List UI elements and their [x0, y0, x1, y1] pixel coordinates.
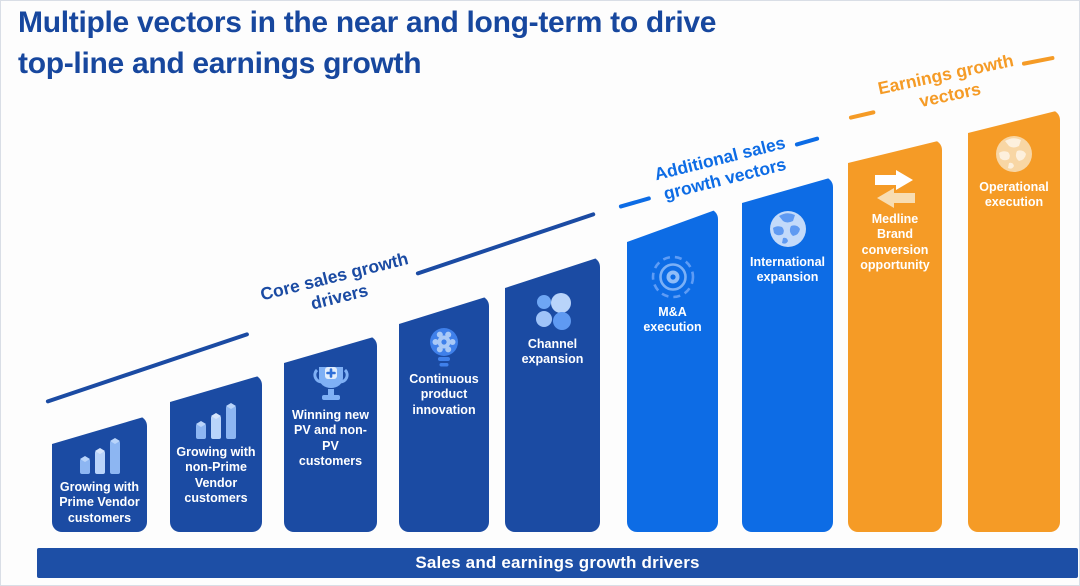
- trend-line-segment: [415, 211, 596, 276]
- globe-icon: [992, 132, 1036, 176]
- growth-bar-label: Medline Brand conversion opportunity: [860, 212, 930, 272]
- growth-bar-label: Growing with non-Prime Vendor customers: [176, 445, 256, 505]
- growth-bar: Channel expansion: [505, 257, 600, 532]
- growth-bar: Medline Brand conversion opportunity: [848, 140, 942, 532]
- page-title-line-1: Multiple vectors in the near and long-te…: [18, 6, 717, 39]
- growth-bar-label: M&A execution: [643, 305, 702, 335]
- growth-bar: Growing with Prime Vendor customers: [52, 416, 147, 532]
- growth-bar-label: Channel expansion: [521, 337, 584, 367]
- growth-bar: Growing with non-Prime Vendor customers: [170, 375, 262, 532]
- growth-bar: Operational execution: [968, 110, 1060, 532]
- growth-bar: International expansion: [742, 177, 833, 532]
- page-title-line-2: top-line and earnings growth: [18, 47, 422, 80]
- growth-bar: Winning new PV and non-PV customers: [284, 336, 377, 532]
- growth-bar-label: Continuous product innovation: [409, 372, 479, 417]
- group-label-earnings: Earnings growth vectors: [876, 50, 1016, 112]
- footer-banner-text: Sales and earnings growth drivers: [415, 553, 700, 572]
- growth-bar: M&A execution: [627, 209, 718, 532]
- page-title: Multiple vectors in the near and long-te…: [18, 2, 858, 84]
- growth-bar-label: Winning new PV and non-PV customers: [292, 408, 369, 468]
- growth-bar-label: Growing with Prime Vendor customers: [59, 480, 140, 525]
- growth-bar-label: Operational execution: [979, 180, 1049, 210]
- trophy-icon: [308, 364, 354, 404]
- growth-bar-label: International expansion: [749, 255, 825, 285]
- growth-bar: Continuous product innovation: [399, 296, 489, 532]
- footer-banner: Sales and earnings growth drivers: [37, 548, 1078, 578]
- bar-chart-icon: [77, 438, 123, 476]
- target-icon: [649, 253, 697, 301]
- globe-icon: [766, 207, 810, 251]
- group-label-core-sales: Core sales growth drivers: [258, 248, 411, 314]
- circles-cluster-icon: [531, 291, 575, 333]
- swap-arrows-icon: [871, 168, 919, 208]
- lightbulb-gear-icon: [424, 326, 464, 368]
- bar-chart-icon: [193, 403, 239, 441]
